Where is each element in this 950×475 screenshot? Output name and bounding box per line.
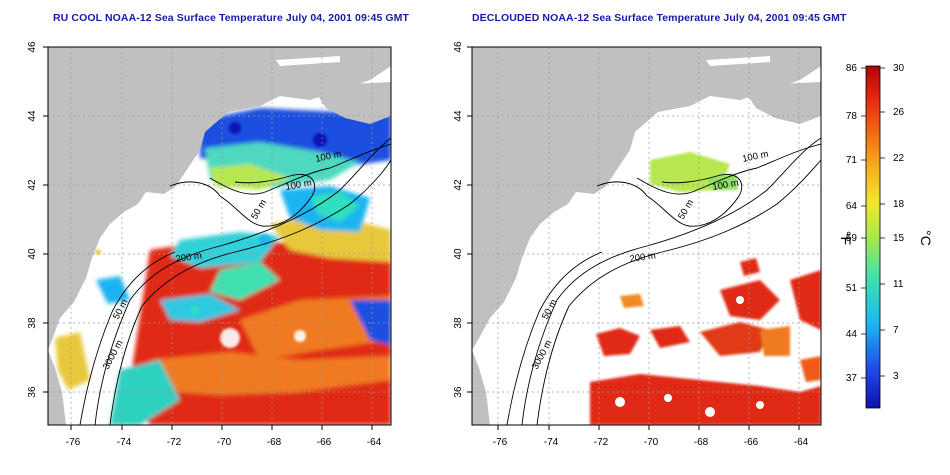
contour-label: 100 m	[314, 149, 342, 165]
fahrenheit-tick: 78	[846, 111, 858, 122]
x-tick-label: -70	[644, 437, 659, 448]
left-map-frame	[47, 46, 392, 426]
y-tick-label: 44	[453, 110, 464, 122]
celsius-tick: 3	[893, 371, 899, 382]
right-bathymetry-contours	[506, 137, 821, 425]
celsius-tick: 30	[893, 63, 905, 74]
contour-label: 100 m	[741, 149, 769, 165]
x-tick-label: -72	[167, 437, 182, 448]
x-tick-label: -70	[217, 437, 232, 448]
left-y-axis-labels: 46 44 42 40 38 36	[27, 41, 38, 398]
x-tick-label: -76	[493, 437, 508, 448]
contour-label: 100 m	[285, 178, 313, 193]
right-map: 100 m 100 m 50 m 200 m 50 m 3000 m -76 -…	[453, 41, 822, 448]
left-gridlines	[48, 47, 391, 425]
y-tick-label: 44	[27, 110, 38, 122]
temperature-colorbar: 86 78 71 64 59 51 44 37 30 26 22 18 15 1…	[838, 63, 934, 409]
x-tick-label: -64	[367, 437, 382, 448]
left-sst-field	[52, 59, 391, 425]
colorbar-gradient	[865, 65, 881, 409]
left-x-axis-labels: -76 -74 -72 -70 -68 -66 -64	[66, 437, 382, 448]
x-tick-label: -64	[794, 437, 809, 448]
fahrenheit-tick: 44	[846, 329, 858, 340]
y-tick-label: 46	[453, 41, 464, 53]
fahrenheit-tick: 37	[846, 373, 858, 384]
y-tick-label: 42	[453, 179, 464, 191]
celsius-unit-label: °C	[918, 230, 934, 246]
x-tick-label: -74	[117, 437, 132, 448]
right-map-frame	[471, 46, 822, 426]
fahrenheit-tick: 86	[846, 63, 858, 74]
celsius-tick: 15	[893, 233, 905, 244]
y-tick-label: 38	[27, 317, 38, 329]
x-tick-label: -72	[594, 437, 609, 448]
x-tick-label: -66	[744, 437, 759, 448]
y-tick-label: 36	[453, 386, 464, 398]
celsius-tick: 7	[893, 325, 899, 336]
left-map: 100 m 100 m 50 m 200 m 50 m 3000 m -76 -…	[27, 41, 392, 448]
celsius-tick: 11	[893, 279, 904, 290]
x-tick-label: -74	[544, 437, 559, 448]
celsius-tick-labels: 30 26 22 18 15 11 7 3	[893, 63, 905, 382]
celsius-tick: 18	[893, 199, 905, 210]
contour-label: 200 m	[629, 250, 657, 265]
x-tick-label: -66	[317, 437, 332, 448]
y-tick-label: 38	[453, 317, 464, 329]
x-tick-label: -68	[694, 437, 709, 448]
fahrenheit-tick: 51	[846, 283, 858, 294]
right-map-title: DECLOUDED NOAA-12 Sea Surface Temperatur…	[472, 12, 847, 24]
y-tick-label: 40	[27, 248, 38, 260]
fahrenheit-unit-label: °F	[838, 231, 854, 245]
right-x-axis-labels: -76 -74 -72 -70 -68 -66 -64	[493, 437, 809, 448]
right-sst-field	[558, 58, 821, 425]
right-y-axis-labels: 46 44 42 40 38 36	[453, 41, 464, 398]
y-tick-label: 36	[27, 386, 38, 398]
fahrenheit-tick: 59	[846, 233, 858, 244]
y-tick-label: 40	[453, 248, 464, 260]
left-landmass	[48, 47, 391, 425]
y-tick-label: 42	[27, 179, 38, 191]
x-tick-label: -68	[267, 437, 282, 448]
x-tick-label: -76	[66, 437, 81, 448]
celsius-tick: 22	[893, 153, 905, 164]
right-landmass	[472, 47, 821, 425]
contour-label: 100 m	[712, 178, 740, 193]
fahrenheit-tick: 71	[846, 155, 858, 166]
fahrenheit-tick: 64	[846, 201, 858, 212]
fahrenheit-tick-labels: 86 78 71 64 59 51 44 37	[846, 63, 858, 384]
celsius-tick: 26	[893, 107, 905, 118]
y-tick-label: 46	[27, 41, 38, 53]
left-map-title: RU COOL NOAA-12 Sea Surface Temperature …	[53, 12, 410, 24]
left-bathymetry-contours	[79, 137, 391, 425]
contour-label: 200 m	[175, 250, 203, 265]
